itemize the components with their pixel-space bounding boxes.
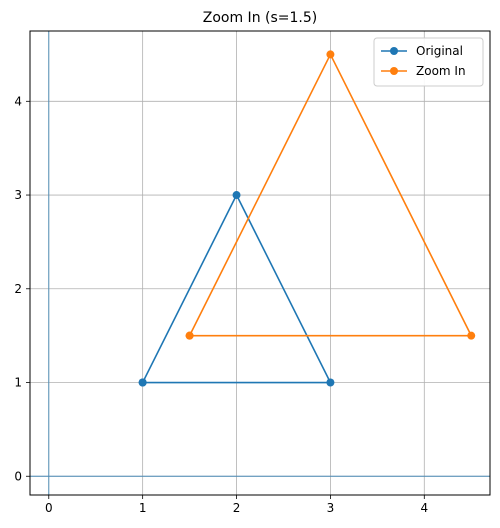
data-point: [326, 378, 335, 387]
series-line: [141, 194, 332, 384]
series-layer: [138, 50, 476, 387]
legend-marker: [390, 47, 398, 55]
data-point: [326, 50, 335, 59]
data-point: [467, 331, 476, 340]
y-tick-label: 2: [14, 282, 22, 296]
legend-items: Original Zoom In: [381, 44, 466, 78]
legend-label: Original: [416, 44, 463, 58]
origin-axis-lines: [30, 31, 490, 495]
x-tick-label: 0: [45, 501, 53, 515]
data-point: [232, 191, 241, 200]
data-point: [138, 378, 147, 387]
legend-box: [373, 37, 484, 87]
x-tick-label: 4: [420, 501, 428, 515]
data-point: [185, 331, 194, 340]
y-tick-label: 1: [14, 376, 22, 390]
legend: Original Zoom In: [373, 37, 484, 87]
legend-marker: [390, 67, 398, 75]
x-tick-label: 2: [233, 501, 241, 515]
x-tick-label: 1: [139, 501, 147, 515]
legend-item: Original: [381, 44, 463, 58]
plot-area: [30, 31, 490, 495]
y-tick-label: 3: [14, 188, 22, 202]
chart-title: Zoom In (s=1.5): [203, 10, 317, 26]
series-1: [185, 50, 476, 340]
x-tick-label: 3: [327, 501, 335, 515]
series-0: [138, 191, 335, 387]
ticks: 0 1 2 3 4 0 1 2 3 4: [14, 94, 428, 515]
plot-frame: [29, 30, 491, 496]
legend-label: Zoom In: [416, 64, 466, 78]
y-tick-label: 4: [14, 94, 22, 108]
legend-item: Zoom In: [381, 64, 466, 78]
series-line: [188, 53, 473, 337]
y-tick-label: 0: [14, 469, 22, 483]
